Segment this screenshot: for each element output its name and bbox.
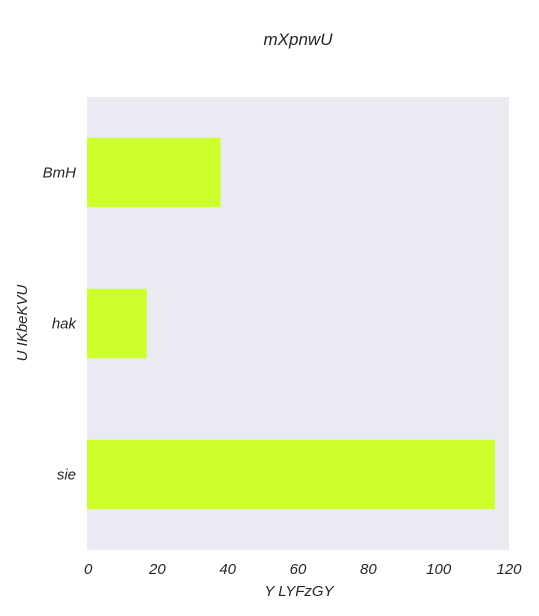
x-tick-label: 80 <box>360 561 377 578</box>
x-tick-labels: 0 20 40 60 80 100 120 <box>84 561 522 578</box>
y-tick-label: BmH <box>43 165 77 182</box>
y-tick-label: hak <box>52 316 78 333</box>
bar-hak <box>87 288 147 359</box>
x-tick-label: 20 <box>148 561 166 578</box>
x-axis-label: Y LYFzGY <box>264 583 334 600</box>
x-tick-label: 120 <box>496 561 522 578</box>
y-tick-label: sie <box>57 467 76 484</box>
x-tick-label: 40 <box>219 561 236 578</box>
y-tick-labels: BmH hak sie <box>43 165 78 484</box>
x-tick-label: 100 <box>426 561 452 578</box>
x-tick-label: 60 <box>290 561 307 578</box>
x-tick-label: 0 <box>84 561 93 578</box>
bar-bmh <box>87 137 221 208</box>
bar-sie <box>87 439 495 510</box>
y-axis-label: U IKbeKVU <box>14 284 31 361</box>
chart-title: mXpnwU <box>264 30 334 49</box>
bars-group <box>87 137 495 510</box>
